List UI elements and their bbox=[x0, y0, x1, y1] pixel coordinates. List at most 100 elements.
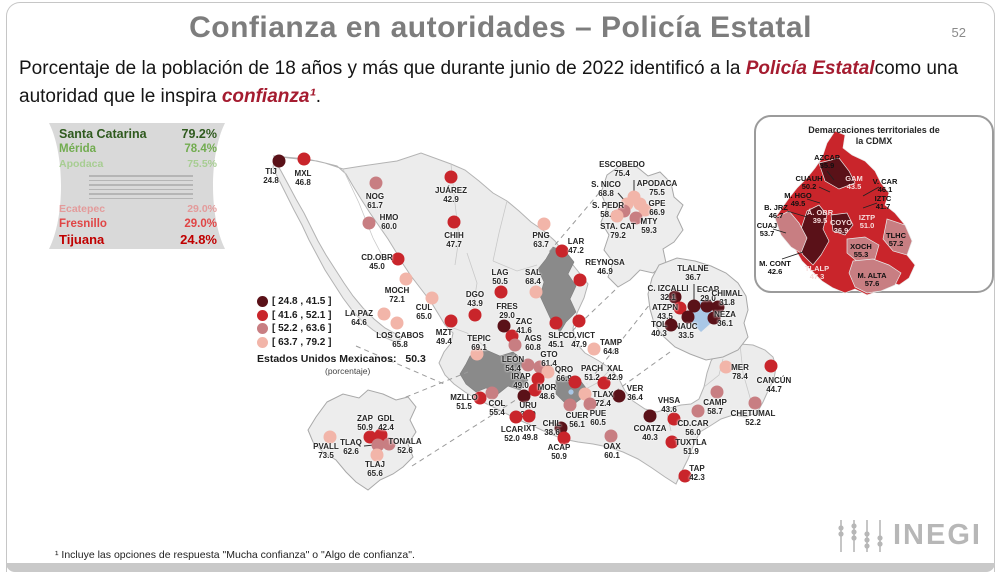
ranking-row-tijuana: Tijuana 24.8% bbox=[59, 232, 217, 247]
ranking-value: 29.0% bbox=[187, 203, 217, 215]
cdmx-shape bbox=[774, 130, 916, 296]
ranking-list: Santa Catarina 79.2% Mérida 78.4% Apodaca 75.… bbox=[59, 127, 217, 247]
inegi-logo-text: INEGI bbox=[893, 519, 982, 551]
cdmx-label-v-car: V. CAR 46.1 bbox=[873, 178, 898, 194]
subtitle-emphasis-1: Policía Estatal bbox=[745, 58, 875, 79]
mexico-map bbox=[49, 115, 994, 491]
cdmx-label-value: 39.5 bbox=[812, 216, 828, 225]
cdmx-pointer-lines bbox=[772, 170, 880, 260]
cdmx-label-tlalp: TLALP 47.3 bbox=[805, 265, 829, 281]
ranking-row-m-rida: Mérida 78.4% bbox=[59, 142, 217, 157]
ranking-city: Santa Catarina bbox=[59, 127, 147, 141]
cdmx-label-value: 46.1 bbox=[877, 185, 893, 194]
ranking-bottom-group: Ecatepec 29.0% Fresnillo 29.0% Tijuana 24.8% bbox=[59, 202, 217, 247]
cdmx-label-name: CUAUH bbox=[795, 174, 823, 183]
cdmx-label-iztp: IZTP 51.0 bbox=[859, 214, 875, 230]
cdmx-label-iztc: IZTC 41.7 bbox=[875, 195, 892, 211]
subtitle-text-end: . bbox=[315, 86, 322, 107]
legend-range-label: [ 52.2 , 63.6 ] bbox=[272, 323, 332, 335]
map-legend: [ 24.8 , 41.5 ][ 41.6 , 52.1 ] [ 52.2 , 6… bbox=[257, 295, 331, 349]
cdmx-inset-title-line1: Demarcaciones territoriales de bbox=[808, 125, 940, 135]
cdmx-label-name: TLHC bbox=[886, 231, 906, 240]
cdmx-label-value: 47.3 bbox=[809, 272, 825, 281]
national-average-value: 50.3 bbox=[405, 353, 426, 365]
ranking-separator bbox=[89, 175, 193, 199]
cdmx-label-value: 51.0 bbox=[859, 221, 875, 230]
cdmx-label-coyo: COYO 36.9 bbox=[830, 219, 852, 235]
page-title: Confianza en autoridades – Policía Estat… bbox=[189, 11, 812, 44]
highlighted-states bbox=[459, 246, 587, 405]
lake-texcoco-small bbox=[568, 389, 574, 395]
legend-color-dot bbox=[257, 336, 268, 348]
legend-range-label: [ 63.7 , 79.2 ] bbox=[272, 336, 332, 348]
cdmx-label-m-cont: M. CONT 42.6 bbox=[759, 260, 791, 276]
inegi-logo: INEGI bbox=[837, 519, 982, 552]
subtitle: Porcentaje de la población de 18 años y … bbox=[19, 55, 984, 111]
ranking-row-fresnillo: Fresnillo 29.0% bbox=[59, 217, 217, 232]
cdmx-label-name: TLALP bbox=[804, 264, 830, 273]
legend-item: [ 41.6 , 52.1 ] bbox=[257, 309, 331, 323]
state-nuevo-leon bbox=[537, 246, 577, 333]
ranking-city: Ecatepec bbox=[59, 203, 106, 215]
cdmx-label-b-jrz: B. JRZ 46.7 bbox=[764, 204, 788, 220]
baja-peninsula bbox=[272, 157, 402, 343]
cdmx-label-name: AZCAP bbox=[814, 153, 840, 162]
cdmx-inset-title-line2: la CDMX bbox=[855, 135, 893, 146]
cdmx-label-value: 55.3 bbox=[853, 250, 869, 259]
cdmx-label-value: 36.9 bbox=[833, 226, 849, 235]
cdmx-label-obr: Á. OBR 39.5 bbox=[807, 209, 833, 225]
cdmx-label-value: 42.6 bbox=[767, 267, 783, 276]
cdmx-label-name: CUAJ bbox=[756, 221, 778, 230]
cdmx-coyo bbox=[830, 212, 854, 236]
ranking-city: Tijuana bbox=[59, 232, 105, 247]
cdmx-label-name: GAM bbox=[845, 174, 863, 183]
legend-item: [ 63.7 , 79.2 ] bbox=[257, 336, 331, 350]
national-average: Estados Unidos Mexicanos: 50.3 bbox=[257, 353, 426, 365]
subtitle-emphasis-2: confianza¹ bbox=[221, 86, 316, 107]
ranking-city: Mérida bbox=[59, 143, 97, 155]
legend-item: [ 24.8 , 41.5 ] bbox=[257, 295, 331, 309]
cdmx-label-cuauh: CUAUH 50.2 bbox=[795, 175, 822, 191]
cdmx-label-gam: GAM 43.5 bbox=[845, 175, 863, 191]
cdmx-label-value: 43.5 bbox=[846, 182, 862, 191]
legend-color-dot bbox=[257, 323, 268, 335]
cdmx-label-value: 50.2 bbox=[801, 182, 817, 191]
national-average-note: (porcentaje) bbox=[325, 366, 371, 376]
slide-bottom-bar bbox=[6, 563, 995, 572]
inegi-abacus-icon bbox=[838, 519, 883, 552]
state-jalisco bbox=[459, 349, 529, 395]
ranking-city: Apodaca bbox=[59, 158, 104, 170]
ranking-top-group: Santa Catarina 79.2% Mérida 78.4% Apodaca 75.… bbox=[59, 127, 217, 172]
cdmx-label-xoch: XOCH 55.3 bbox=[850, 243, 872, 259]
legend-range-label: [ 41.6 , 52.1 ] bbox=[272, 309, 332, 321]
cdmx-label-value: 46.7 bbox=[768, 211, 784, 220]
ranking-value: 75.5% bbox=[187, 158, 217, 170]
cdmx-malta bbox=[848, 258, 902, 294]
subtitle-text-1: Porcentaje de la población de 18 años y … bbox=[19, 58, 746, 79]
cdmx-xoch bbox=[846, 236, 880, 264]
ranking-city: Fresnillo bbox=[59, 218, 107, 230]
cdmx-label-name: XOCH bbox=[850, 242, 872, 251]
ranking-row-ecatepec: Ecatepec 29.0% bbox=[59, 202, 217, 217]
cdmx-inset-title: Demarcaciones territoriales de la CDMX bbox=[808, 125, 940, 146]
cdmx-label-value: 57.2 bbox=[888, 239, 904, 248]
cdmx-label-azcap: AZCAP 35.9 bbox=[814, 154, 840, 170]
page-number: 52 bbox=[951, 25, 966, 40]
legend-color-dot bbox=[257, 296, 268, 308]
ranking-value: 24.8% bbox=[180, 232, 217, 247]
inset-connector-lines bbox=[355, 185, 671, 467]
cdmx-label-value: 53.7 bbox=[759, 229, 775, 238]
cdmx-label-value: 57.6 bbox=[864, 279, 880, 288]
cdmx-label-name: COYO bbox=[829, 218, 853, 227]
subtitle-text-2: como una autoridad que le inspira bbox=[19, 58, 959, 107]
ranking-value: 79.2% bbox=[181, 127, 217, 141]
cdmx-label-name: IZTC bbox=[874, 194, 892, 203]
cdmx-tlhc bbox=[882, 218, 913, 256]
cdmx-label-value: 35.9 bbox=[819, 161, 835, 170]
cdmx-label-m-alta: M. ALTA 57.6 bbox=[857, 272, 886, 288]
cdmx-label-m-hgo: M. HGO 49.5 bbox=[784, 192, 812, 208]
cdmx-label-name: IZTP bbox=[858, 213, 876, 222]
cdmx-label-tlhc: TLHC 57.2 bbox=[886, 232, 906, 248]
cdmx-label-cuaj: CUAJ 53.7 bbox=[757, 222, 777, 238]
